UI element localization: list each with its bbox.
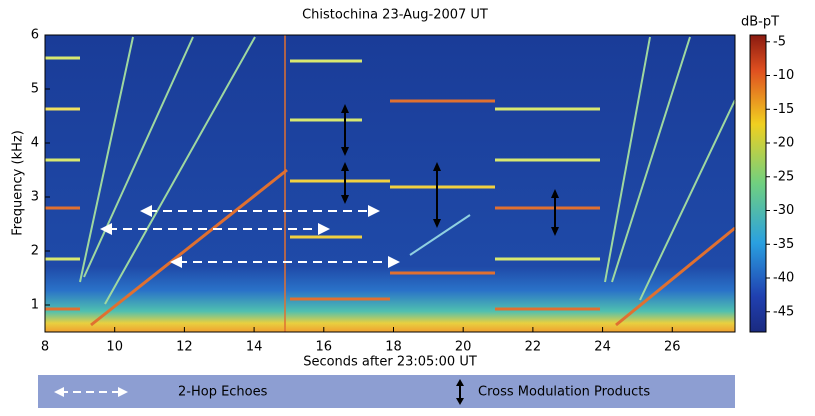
- x-tick-label: 18: [385, 340, 402, 355]
- spectrogram: [44, 34, 736, 333]
- x-tick-label: 20: [455, 340, 472, 355]
- x-tick-label: 12: [176, 340, 193, 355]
- colorbar-tick-label: -40: [773, 271, 794, 286]
- x-tick-label: 14: [246, 340, 263, 355]
- x-tick-label: 10: [106, 340, 123, 355]
- chart-title: Chistochina 23-Aug-2007 UT: [302, 8, 488, 23]
- colorbar-tick-label: -20: [773, 136, 794, 151]
- y-axis-label: Frequency (kHz): [11, 130, 26, 236]
- y-tick-label: 6: [31, 28, 39, 43]
- y-tick-label: 1: [31, 298, 39, 313]
- legend: 2-Hop Echoes Cross Modulation Products: [38, 375, 735, 408]
- colorbar: [749, 34, 767, 333]
- x-tick-label: 8: [41, 340, 49, 355]
- x-tick-label: 26: [664, 340, 681, 355]
- x-tick-label: 22: [525, 340, 542, 355]
- y-tick-label: 4: [31, 136, 39, 151]
- colorbar-tick-label: -45: [773, 304, 794, 319]
- y-tick-label: 2: [31, 244, 39, 259]
- y-tick-label: 5: [31, 82, 39, 97]
- y-tick-label: 3: [31, 190, 39, 205]
- x-tick-label: 16: [316, 340, 333, 355]
- colorbar-tick-label: -35: [773, 237, 794, 252]
- colorbar-label: dB-pT: [741, 15, 779, 30]
- x-axis-label: Seconds after 23:05:00 UT: [303, 355, 477, 370]
- colorbar-tick-label: -10: [773, 68, 794, 83]
- x-tick-label: 24: [594, 340, 611, 355]
- legend-label: Cross Modulation Products: [478, 385, 650, 400]
- colorbar-tick-label: -30: [773, 203, 794, 218]
- colorbar-tick-label: -5: [773, 34, 786, 49]
- legend-label: 2-Hop Echoes: [178, 385, 268, 400]
- colorbar-tick-label: -25: [773, 169, 794, 184]
- colorbar-tick-label: -15: [773, 102, 794, 117]
